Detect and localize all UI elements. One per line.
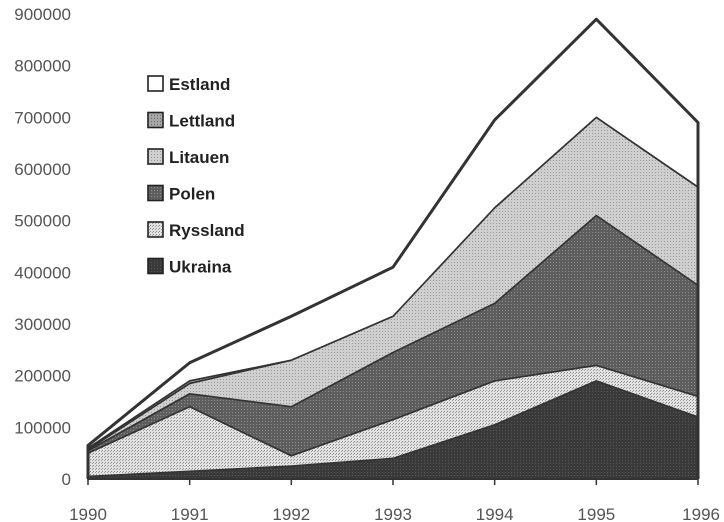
x-tick-label: 1991	[171, 505, 209, 522]
y-tick-label: 800000	[14, 57, 71, 76]
legend-swatch-lettland	[147, 111, 164, 129]
x-tick-label: 1996	[682, 505, 720, 522]
legend-label-estland: Estland	[169, 75, 230, 94]
x-tick-label: 1990	[69, 505, 107, 522]
legend-label-polen: Polen	[169, 185, 215, 204]
x-tick-label: 1993	[374, 505, 412, 522]
y-tick-label: 500000	[14, 212, 71, 231]
legend-swatch-polen	[147, 184, 164, 202]
axes	[87, 478, 699, 485]
x-tick-labels: 1990 1991 1992 1993 1994 1995 1996	[69, 505, 720, 522]
legend-label-lettland: Lettland	[169, 112, 235, 131]
legend-swatch-ukraina	[147, 257, 164, 275]
y-tick-labels: 0 100000 200000 300000 400000 500000 600000 700…	[14, 5, 71, 489]
legend-label-ryssland: Ryssland	[169, 221, 245, 240]
x-tick-label: 1995	[577, 505, 615, 522]
legend: Estland Lettland Litauen Polen Ryssland Ukrai…	[147, 75, 245, 277]
y-tick-label: 700000	[14, 108, 71, 127]
y-tick-label: 100000	[14, 418, 71, 437]
legend-label-litauen: Litauen	[169, 148, 229, 167]
legend-label-ukraina: Ukraina	[169, 258, 232, 277]
y-tick-label: 200000	[14, 367, 71, 386]
x-tick-label: 1992	[272, 505, 310, 522]
y-tick-label: 300000	[14, 315, 71, 334]
x-tick-label: 1994	[476, 505, 514, 522]
y-tick-label: 0	[62, 470, 71, 489]
y-tick-label: 600000	[14, 160, 71, 179]
legend-swatch-estland	[147, 75, 164, 92]
y-tick-label: 900000	[14, 5, 71, 24]
legend-swatch-litauen	[147, 148, 164, 165]
legend-swatch-ryssland	[147, 221, 164, 238]
y-tick-label: 400000	[14, 263, 71, 282]
total-outline	[86, 17, 700, 479]
